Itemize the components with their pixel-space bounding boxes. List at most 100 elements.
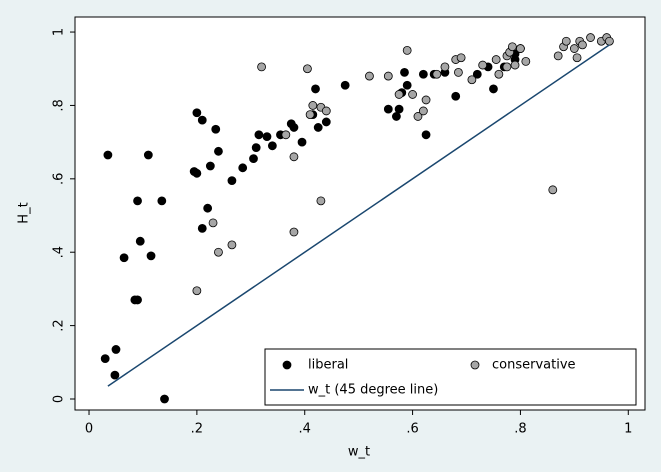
legend-box [264, 348, 637, 406]
point [257, 62, 266, 72]
legend-label: conservative [492, 358, 576, 373]
x-tick-label: .6 [406, 422, 418, 437]
point [440, 62, 450, 72]
point [205, 161, 215, 171]
point [418, 69, 428, 79]
point [254, 130, 264, 140]
point [400, 68, 409, 77]
point [321, 106, 331, 116]
point [262, 132, 272, 142]
y-tick-label: .6 [52, 173, 67, 185]
y-tick-label: .4 [52, 246, 67, 258]
x-tick-label: 1 [624, 422, 632, 437]
point [192, 168, 202, 178]
y-tick-label: .2 [52, 319, 67, 331]
point [100, 354, 110, 364]
point [297, 137, 307, 147]
point [494, 69, 504, 79]
point [561, 36, 571, 46]
legend-label: liberal [308, 358, 348, 373]
point [227, 240, 237, 250]
point [157, 196, 167, 206]
point [467, 75, 477, 85]
point [383, 104, 393, 114]
point [516, 44, 525, 53]
point [311, 84, 320, 94]
point [133, 295, 142, 305]
point [249, 154, 258, 164]
point [211, 124, 221, 134]
point [408, 90, 417, 99]
point [402, 45, 412, 55]
point [119, 253, 129, 263]
point [316, 196, 326, 206]
point [456, 53, 466, 63]
y-axis-title: H_t [17, 202, 32, 223]
point [472, 69, 482, 79]
y-tick-label: 0 [52, 395, 67, 403]
point [110, 370, 120, 380]
point [421, 95, 431, 105]
point [160, 394, 169, 404]
point [289, 152, 299, 162]
point [267, 141, 277, 151]
point [289, 123, 299, 132]
point [197, 115, 207, 125]
point [510, 60, 520, 70]
point [392, 112, 401, 121]
point [143, 150, 153, 160]
legend-label: w_t (45 degree line) [308, 383, 438, 398]
point [133, 196, 142, 206]
point [192, 286, 202, 296]
x-tick-label: .2 [191, 422, 203, 437]
legend-marker [470, 360, 480, 370]
point [227, 176, 237, 186]
x-tick-label: .8 [514, 422, 526, 437]
point [605, 36, 614, 46]
point [214, 247, 223, 257]
x-tick-label: .4 [299, 422, 311, 437]
point [548, 185, 558, 195]
point [502, 62, 512, 72]
y-tick-label: 1 [52, 28, 67, 36]
point [394, 90, 404, 99]
point [197, 223, 207, 233]
line [107, 44, 610, 387]
point [491, 55, 501, 64]
point [413, 112, 423, 121]
point [146, 251, 156, 261]
x-tick-label: 0 [85, 422, 93, 437]
point [383, 71, 393, 81]
point [203, 203, 213, 213]
point [586, 33, 595, 42]
point [418, 106, 428, 116]
point [578, 40, 587, 50]
point [478, 60, 488, 70]
point [454, 68, 463, 77]
point [432, 69, 442, 79]
point [507, 42, 517, 52]
point [321, 117, 331, 127]
point [251, 143, 261, 153]
point [208, 218, 218, 228]
point [451, 91, 461, 101]
point [313, 123, 323, 132]
point [489, 84, 498, 94]
point [289, 227, 299, 237]
point [135, 236, 145, 246]
legend-marker [282, 360, 292, 370]
point [303, 64, 312, 74]
point [394, 104, 404, 114]
point [103, 150, 113, 160]
point [421, 130, 431, 140]
point [365, 71, 374, 81]
point [340, 80, 350, 90]
point [214, 146, 223, 156]
point [305, 110, 315, 120]
point [111, 345, 121, 354]
y-tick-label: .8 [52, 99, 67, 111]
point [192, 108, 202, 118]
point [308, 101, 318, 110]
point [521, 57, 531, 66]
